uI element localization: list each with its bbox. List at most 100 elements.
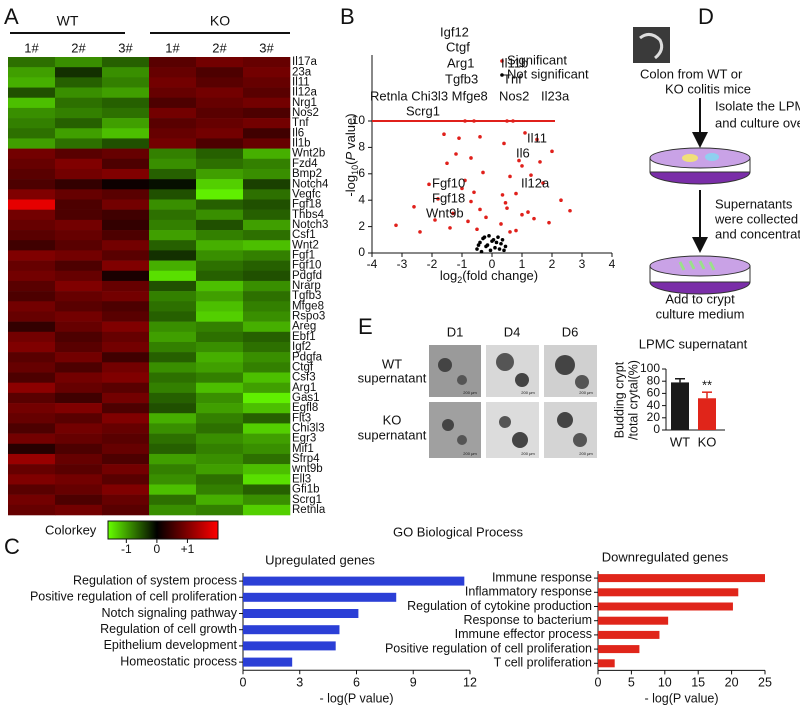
row-label: wnt9b	[291, 463, 323, 475]
row-label: Mif1	[292, 443, 314, 455]
heat-cell	[243, 443, 291, 455]
point	[487, 234, 491, 238]
point	[436, 197, 440, 201]
step-text: KO colitis mice	[665, 81, 751, 96]
point	[499, 241, 503, 246]
heat-cell	[55, 382, 103, 394]
row-label: Nrarp	[292, 280, 321, 292]
heat-cell	[102, 443, 150, 455]
point	[488, 248, 493, 253]
heat-cell	[149, 77, 197, 88]
point	[442, 132, 446, 136]
heat-cell	[196, 118, 244, 129]
category-label: Response to bacterium	[463, 613, 592, 627]
step-text: Colon from WT or	[640, 66, 743, 81]
row-label: Wnt2	[292, 239, 319, 251]
gene-annotation: Il11b	[501, 55, 528, 70]
point	[478, 135, 482, 139]
heat-cell	[8, 280, 56, 292]
heat-cell	[196, 352, 244, 363]
point	[508, 230, 512, 234]
heat-cell	[55, 504, 103, 516]
heat-cell	[243, 331, 291, 343]
step-text: Supernatants	[715, 196, 793, 211]
bar	[598, 645, 640, 654]
heat-cell	[243, 158, 291, 170]
heat-cell	[102, 352, 150, 363]
heat-cell	[55, 57, 103, 68]
step-text: and concentrated	[715, 226, 800, 241]
heat-cell	[8, 311, 56, 322]
column-label: 3#	[118, 40, 133, 55]
row-label: Fgf1	[292, 249, 315, 261]
heat-cell	[55, 219, 103, 231]
row-label: Ebf1	[292, 331, 316, 343]
heat-cell	[8, 331, 56, 343]
heat-cell	[102, 474, 150, 485]
photo-detail	[639, 33, 664, 60]
heat-cell	[196, 453, 244, 465]
heat-cell	[196, 168, 244, 180]
scale-bar-label: 200 μm	[521, 390, 535, 395]
heat-cell	[102, 433, 150, 445]
colorkey-tick-label: -1	[121, 542, 132, 556]
heat-cell	[55, 372, 103, 383]
heat-cell	[149, 148, 197, 160]
y-tick-label: 0	[358, 245, 365, 259]
heat-cell	[8, 199, 56, 210]
heat-cell	[149, 341, 197, 353]
heat-cell	[196, 484, 244, 495]
heat-cell	[8, 494, 56, 506]
category-label: Positive regulation of cell proliferatio…	[30, 590, 237, 604]
heat-cell	[102, 67, 150, 78]
heat-cell	[102, 382, 150, 394]
heat-cell	[8, 230, 56, 241]
heat-cell	[55, 362, 103, 373]
heat-cell	[149, 291, 197, 302]
heat-cell	[102, 107, 150, 119]
heat-cell	[102, 504, 150, 516]
bar	[243, 576, 465, 586]
row-label: Areg	[292, 321, 316, 333]
heat-cell	[196, 372, 244, 383]
heat-cell	[8, 270, 56, 282]
heat-cell	[243, 433, 291, 445]
column-label: 2#	[212, 40, 227, 55]
gene-annotation: Nos2	[499, 88, 529, 103]
row-label: Sfrp4	[292, 453, 320, 465]
heat-cell	[102, 494, 150, 506]
x-tick-label: 6	[353, 675, 360, 689]
heat-cell	[243, 128, 291, 139]
heat-cell	[102, 270, 150, 282]
point	[550, 149, 554, 154]
heat-cell	[102, 464, 150, 475]
point	[520, 212, 524, 217]
point	[535, 137, 539, 142]
legend-label: Significant	[507, 52, 567, 67]
heat-cell	[102, 321, 150, 333]
heat-cell	[102, 260, 150, 272]
heat-cell	[55, 250, 103, 261]
heat-cell	[55, 484, 103, 495]
heat-cell	[149, 250, 197, 261]
heat-cell	[102, 118, 150, 129]
bar	[243, 592, 397, 602]
heat-cell	[149, 453, 197, 465]
heat-cell	[102, 128, 150, 139]
heat-cell	[55, 270, 103, 282]
heat-cell	[243, 107, 291, 119]
heat-cell	[149, 311, 197, 322]
heat-cell	[196, 97, 244, 109]
heat-cell	[102, 291, 150, 302]
x-tick-label: 9	[410, 675, 417, 689]
row-label: Il1b	[292, 138, 311, 150]
heat-cell	[243, 413, 291, 424]
heat-cell	[8, 504, 56, 516]
y-tick-label: 0	[653, 422, 660, 436]
heat-cell	[102, 301, 150, 312]
row-label: Vegfc	[292, 188, 321, 200]
heat-cell	[243, 179, 291, 190]
scale-bar-label: 200 μm	[463, 451, 477, 456]
heat-cell	[8, 128, 56, 139]
